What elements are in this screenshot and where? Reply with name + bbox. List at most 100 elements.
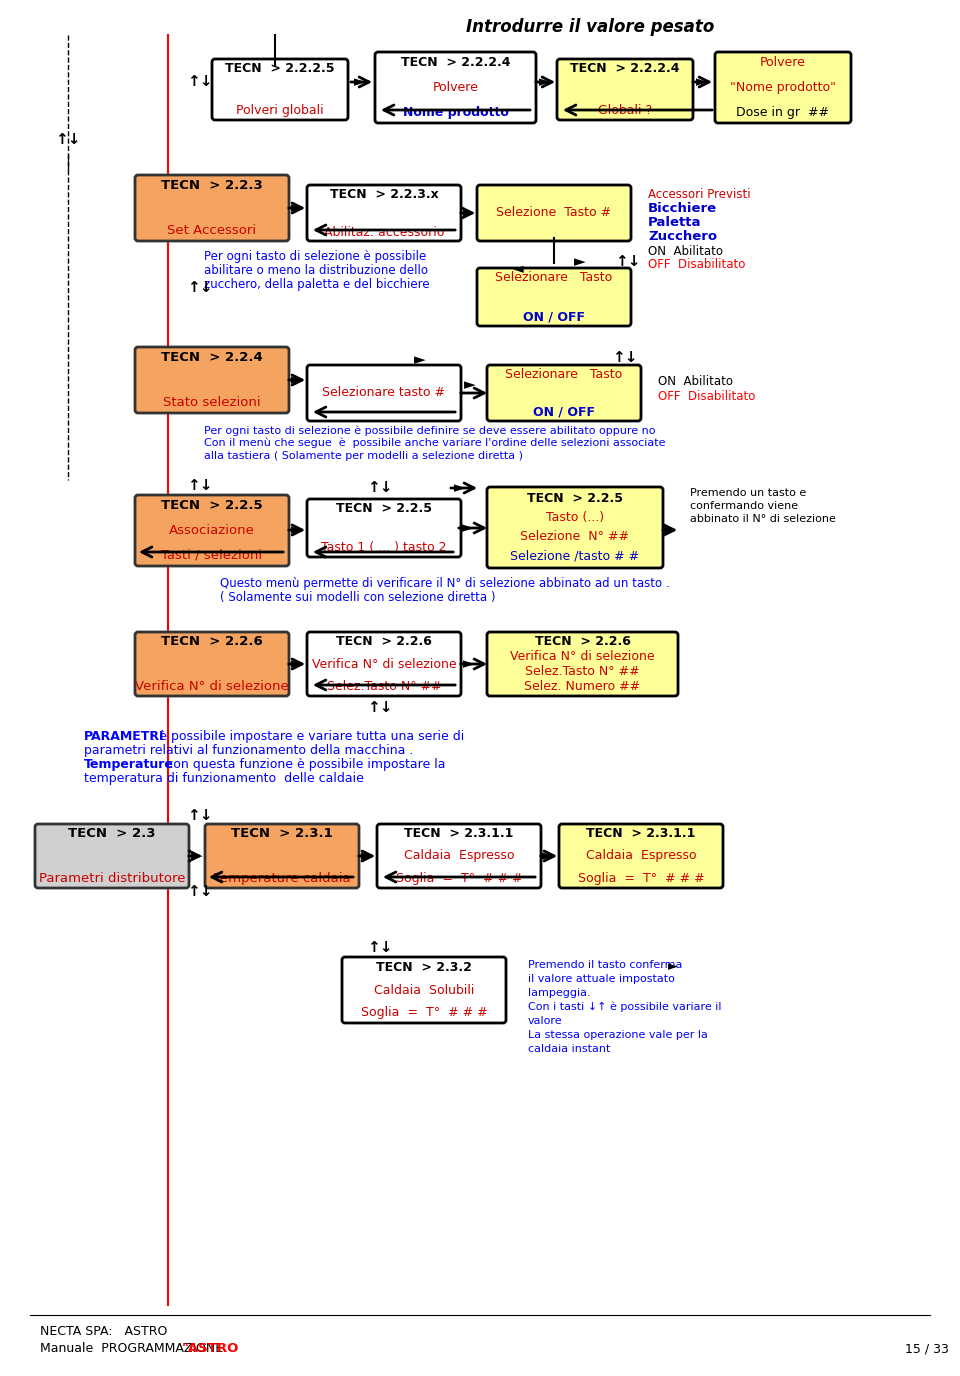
Text: 15 / 33: 15 / 33: [905, 1342, 948, 1355]
Text: ►: ►: [462, 520, 474, 535]
Text: ↑↓: ↑↓: [187, 885, 213, 900]
Text: OFF  Disabilitato: OFF Disabilitato: [648, 259, 745, 271]
Text: alla tastiera ( Solamente per modelli a selezione diretta ): alla tastiera ( Solamente per modelli a …: [204, 451, 523, 461]
Text: Introdurre il valore pesato: Introdurre il valore pesato: [466, 18, 714, 36]
Text: Stato selezioni: Stato selezioni: [163, 396, 261, 409]
Text: Selezione  N° ##: Selezione N° ##: [520, 531, 630, 544]
Text: Dose in gr  ##: Dose in gr ##: [736, 106, 829, 118]
FancyBboxPatch shape: [487, 487, 663, 568]
Text: Premendo un tasto e: Premendo un tasto e: [690, 488, 806, 498]
Text: TECN  > 2.2.6: TECN > 2.2.6: [336, 636, 432, 648]
Text: ↑↓: ↑↓: [56, 132, 81, 147]
Text: ►: ►: [463, 656, 475, 671]
Text: ►: ►: [291, 201, 302, 216]
FancyBboxPatch shape: [487, 365, 641, 421]
Text: Caldaia  Solubili: Caldaia Solubili: [373, 984, 474, 996]
Text: ►: ►: [696, 74, 708, 89]
Text: : è possibile impostare e variare tutta una serie di: : è possibile impostare e variare tutta …: [147, 731, 465, 743]
Text: confermando viene: confermando viene: [690, 501, 798, 510]
Text: TECN  > 2.2.3: TECN > 2.2.3: [161, 179, 263, 191]
Text: TECN  > 2.3.2: TECN > 2.3.2: [376, 960, 472, 974]
Text: ►: ►: [291, 656, 302, 671]
FancyBboxPatch shape: [375, 52, 536, 122]
Text: Tasto 1 ( ... ) tasto 2: Tasto 1 ( ... ) tasto 2: [322, 541, 446, 555]
Text: ↑↓: ↑↓: [368, 480, 393, 495]
Text: : con questa funzione è possibile impostare la: : con questa funzione è possibile impost…: [154, 758, 445, 771]
Text: Temperature caldaia: Temperature caldaia: [214, 871, 350, 885]
Text: ↑↓: ↑↓: [612, 351, 637, 366]
Text: Verifica N° di selezione: Verifica N° di selezione: [135, 680, 289, 692]
Text: "Nome prodotto": "Nome prodotto": [730, 81, 836, 94]
Text: ON  Abilitato: ON Abilitato: [658, 376, 733, 388]
Text: OFF  Disabilitato: OFF Disabilitato: [658, 389, 756, 403]
FancyBboxPatch shape: [477, 268, 631, 326]
Text: ON / OFF: ON / OFF: [533, 406, 595, 418]
Text: Per ogni tasto di selezione è possibile definire se deve essere abilitato oppure: Per ogni tasto di selezione è possibile …: [204, 425, 656, 435]
Text: ►: ►: [664, 523, 676, 538]
Text: TECN  > 2.3.1: TECN > 2.3.1: [231, 827, 333, 841]
FancyBboxPatch shape: [307, 499, 461, 557]
Text: TECN  > 2.3: TECN > 2.3: [68, 827, 156, 841]
Text: Accessori Previsti: Accessori Previsti: [648, 189, 751, 201]
Text: ↑↓: ↑↓: [368, 699, 393, 714]
Text: ►: ►: [414, 352, 426, 367]
Text: ►: ►: [542, 849, 554, 864]
Text: Parametri distributore: Parametri distributore: [38, 871, 185, 885]
Text: ◄: ◄: [513, 261, 523, 275]
FancyBboxPatch shape: [135, 175, 289, 241]
Text: lampeggia.: lampeggia.: [528, 988, 590, 998]
Text: Bicchiere: Bicchiere: [648, 202, 717, 215]
Text: Selezione /tasto # #: Selezione /tasto # #: [511, 549, 639, 563]
Text: Set Accessori: Set Accessori: [167, 224, 256, 237]
Text: ↑↓: ↑↓: [368, 940, 393, 955]
FancyBboxPatch shape: [557, 59, 693, 120]
FancyBboxPatch shape: [559, 824, 723, 888]
Text: Caldaia  Espresso: Caldaia Espresso: [586, 849, 696, 863]
Text: ►: ►: [291, 373, 302, 388]
FancyBboxPatch shape: [135, 495, 289, 566]
Text: Temperature: Temperature: [84, 758, 174, 771]
Text: ↑↓: ↑↓: [187, 281, 213, 296]
Text: Caldaia  Espresso: Caldaia Espresso: [404, 849, 515, 863]
Text: TECN  > 2.2.2.4: TECN > 2.2.2.4: [400, 56, 511, 69]
Text: Associazione: Associazione: [169, 524, 255, 537]
Text: TECN  > 2.2.5: TECN > 2.2.5: [527, 493, 623, 505]
FancyBboxPatch shape: [477, 184, 631, 241]
Text: TECN  > 2.2.6: TECN > 2.2.6: [535, 636, 631, 648]
Text: valore: valore: [528, 1015, 563, 1026]
FancyBboxPatch shape: [715, 52, 851, 122]
Text: ON / OFF: ON / OFF: [523, 310, 585, 323]
Text: abilitare o meno la distribuzione dello: abilitare o meno la distribuzione dello: [204, 264, 428, 277]
Text: ↑↓: ↑↓: [187, 477, 213, 493]
Text: Verifica N° di selezione: Verifica N° di selezione: [312, 658, 456, 670]
Text: ►: ►: [454, 480, 466, 495]
Text: Nome prodotto: Nome prodotto: [402, 106, 509, 118]
Text: ►: ►: [540, 74, 551, 89]
Text: Selez.Tasto N° ##: Selez.Tasto N° ##: [525, 665, 639, 678]
Text: Selez. Numero ##: Selez. Numero ##: [524, 680, 640, 692]
Text: ↑↓: ↑↓: [187, 74, 213, 89]
Text: TECN  > 2.3.1.1: TECN > 2.3.1.1: [587, 827, 696, 841]
Text: abbinato il N° di selezione: abbinato il N° di selezione: [690, 515, 836, 524]
Text: Premendo il tasto conferma: Premendo il tasto conferma: [528, 960, 683, 970]
Text: NECTA SPA:   ASTRO: NECTA SPA: ASTRO: [40, 1325, 167, 1337]
Text: Polveri globali: Polveri globali: [236, 105, 324, 117]
FancyBboxPatch shape: [205, 824, 359, 888]
Text: Paletta: Paletta: [648, 216, 702, 228]
FancyBboxPatch shape: [307, 365, 461, 421]
Text: ►: ►: [574, 255, 586, 270]
Text: ►: ►: [191, 849, 203, 864]
Text: Polvere: Polvere: [433, 81, 478, 94]
Text: TECN  > 2.3.1.1: TECN > 2.3.1.1: [404, 827, 514, 841]
Text: Selezionare tasto #: Selezionare tasto #: [323, 387, 445, 399]
Text: ►: ►: [668, 960, 678, 973]
Text: Selezionare   Tasto: Selezionare Tasto: [495, 271, 612, 283]
Text: ↑↓: ↑↓: [187, 808, 213, 823]
Text: Zucchero: Zucchero: [648, 230, 717, 244]
FancyBboxPatch shape: [35, 824, 189, 888]
Text: TECN  > 2.2.2.4: TECN > 2.2.2.4: [570, 62, 680, 76]
Text: ►: ►: [361, 849, 372, 864]
FancyBboxPatch shape: [135, 347, 289, 413]
Text: TECN  > 2.2.3.x: TECN > 2.2.3.x: [329, 187, 439, 201]
FancyBboxPatch shape: [307, 184, 461, 241]
